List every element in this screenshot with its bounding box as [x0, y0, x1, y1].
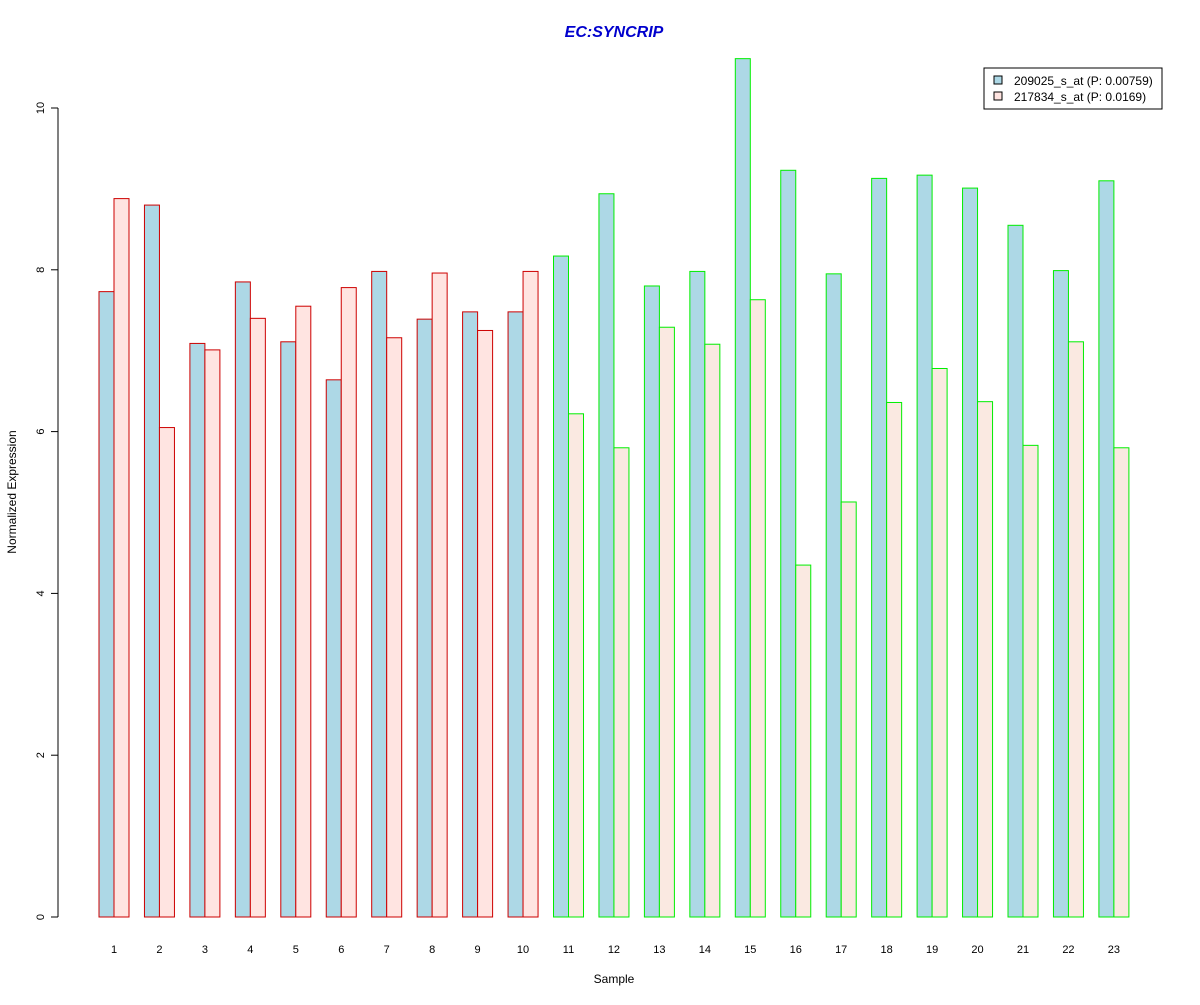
bar-series2-sample-8: [431, 272, 448, 918]
bar-series1-sample-15: [734, 58, 751, 918]
bar-series1-sample-10: [507, 311, 524, 918]
x-tick-label-17: 17: [835, 944, 847, 956]
bar-series1-sample-22: [1052, 270, 1069, 918]
legend: 209025_s_at (P: 0.00759) 217834_s_at (P:…: [983, 67, 1163, 110]
bar-series2-sample-14: [704, 343, 721, 918]
bar-series2-sample-22: [1067, 341, 1084, 918]
x-tick-label-16: 16: [790, 944, 802, 956]
bar-series1-sample-12: [598, 193, 615, 918]
x-tick-label-1: 1: [111, 944, 117, 956]
bar-series2-sample-10: [522, 270, 539, 918]
x-tick-label-4: 4: [247, 944, 253, 956]
x-tick-label-21: 21: [1017, 944, 1029, 956]
x-tick-label-6: 6: [338, 944, 344, 956]
bar-series2-sample-2: [158, 427, 175, 918]
bar-series2-sample-3: [204, 349, 221, 918]
x-tick-label-9: 9: [475, 944, 481, 956]
x-tick-label-23: 23: [1108, 944, 1120, 956]
legend-swatch-series-1: [993, 75, 1003, 85]
y-tick-label: 10: [35, 102, 47, 114]
bar-series2-sample-23: [1113, 447, 1130, 918]
x-tick-label-20: 20: [971, 944, 983, 956]
x-tick-label-11: 11: [563, 944, 574, 956]
y-tick-label: 2: [35, 752, 47, 758]
bar-series2-sample-12: [613, 447, 630, 918]
x-tick-label-15: 15: [744, 944, 756, 956]
bar-series1-sample-16: [780, 169, 797, 918]
bar-series2-sample-16: [795, 564, 812, 918]
bar-series2-sample-19: [931, 367, 948, 918]
bars-layer: [98, 58, 1130, 918]
bar-series2-sample-13: [658, 326, 675, 918]
y-axis-label: Normalized Expression: [5, 430, 19, 553]
bar-series1-sample-17: [825, 273, 842, 918]
y-tick-label: 6: [35, 429, 47, 435]
x-tick-labels: 1 2 3 4 5 6 7 8 9 10 11 12 13 14 15 16 17 18 19 20 21 22 23: [111, 944, 1120, 956]
bar-series2-sample-4: [249, 317, 266, 918]
legend-box: [983, 67, 1163, 110]
legend-swatch-series-2: [993, 91, 1003, 101]
legend-label-series-2: 217834_s_at (P: 0.0169): [1014, 90, 1146, 104]
x-tick-label-2: 2: [156, 944, 162, 956]
bar-series1-sample-23: [1098, 180, 1115, 918]
bar-series2-sample-9: [477, 329, 494, 918]
chart-title: EC:SYNCRIP: [565, 24, 664, 41]
x-tick-label-13: 13: [653, 944, 665, 956]
bar-series1-sample-21: [1007, 224, 1024, 918]
bar-series1-sample-7: [371, 270, 388, 918]
y-tick-label: 0: [35, 914, 47, 920]
bar-series1-sample-11: [553, 255, 569, 918]
legend-label-series-1: 209025_s_at (P: 0.00759): [1014, 74, 1153, 88]
bar-series1-sample-20: [962, 187, 979, 918]
bar-series1-sample-18: [871, 177, 888, 918]
bar-series2-sample-7: [386, 337, 403, 918]
bar-series1-sample-6: [325, 379, 342, 918]
bar-series2-sample-11: [568, 413, 584, 918]
y-tick-label: 8: [35, 267, 47, 273]
x-tick-label-18: 18: [881, 944, 893, 956]
bar-series1-sample-14: [689, 270, 706, 918]
bar-series1-sample-13: [643, 285, 660, 918]
y-axis: 0 2 4 6 8 10: [35, 102, 59, 920]
x-tick-label-8: 8: [429, 944, 435, 956]
bar-series2-sample-5: [295, 305, 312, 918]
x-axis-label: Sample: [594, 972, 635, 986]
bar-series1-sample-19: [916, 174, 933, 918]
bar-series1-sample-1: [98, 291, 115, 918]
bar-series2-sample-15: [749, 299, 766, 918]
bar-series2-sample-17: [840, 501, 857, 918]
bar-series2-sample-1: [113, 198, 130, 918]
bar-series2-sample-21: [1022, 444, 1039, 918]
y-tick-label: 4: [35, 590, 47, 596]
x-tick-label-22: 22: [1062, 944, 1074, 956]
x-tick-label-7: 7: [384, 944, 390, 956]
bar-series2-sample-18: [886, 401, 903, 918]
bar-series2-sample-6: [340, 287, 357, 918]
x-tick-label-19: 19: [926, 944, 938, 956]
x-tick-label-12: 12: [608, 944, 620, 956]
x-tick-label-3: 3: [202, 944, 208, 956]
x-tick-label-10: 10: [517, 944, 529, 956]
x-tick-label-14: 14: [699, 944, 711, 956]
bar-series1-sample-4: [234, 281, 251, 918]
bar-series1-sample-9: [462, 311, 479, 918]
x-tick-label-5: 5: [293, 944, 299, 956]
bar-series2-sample-20: [977, 401, 994, 918]
bar-series1-sample-8: [416, 318, 433, 918]
bar-series1-sample-3: [189, 342, 206, 918]
bar-series1-sample-5: [280, 341, 297, 918]
bar-series1-sample-2: [143, 204, 160, 918]
